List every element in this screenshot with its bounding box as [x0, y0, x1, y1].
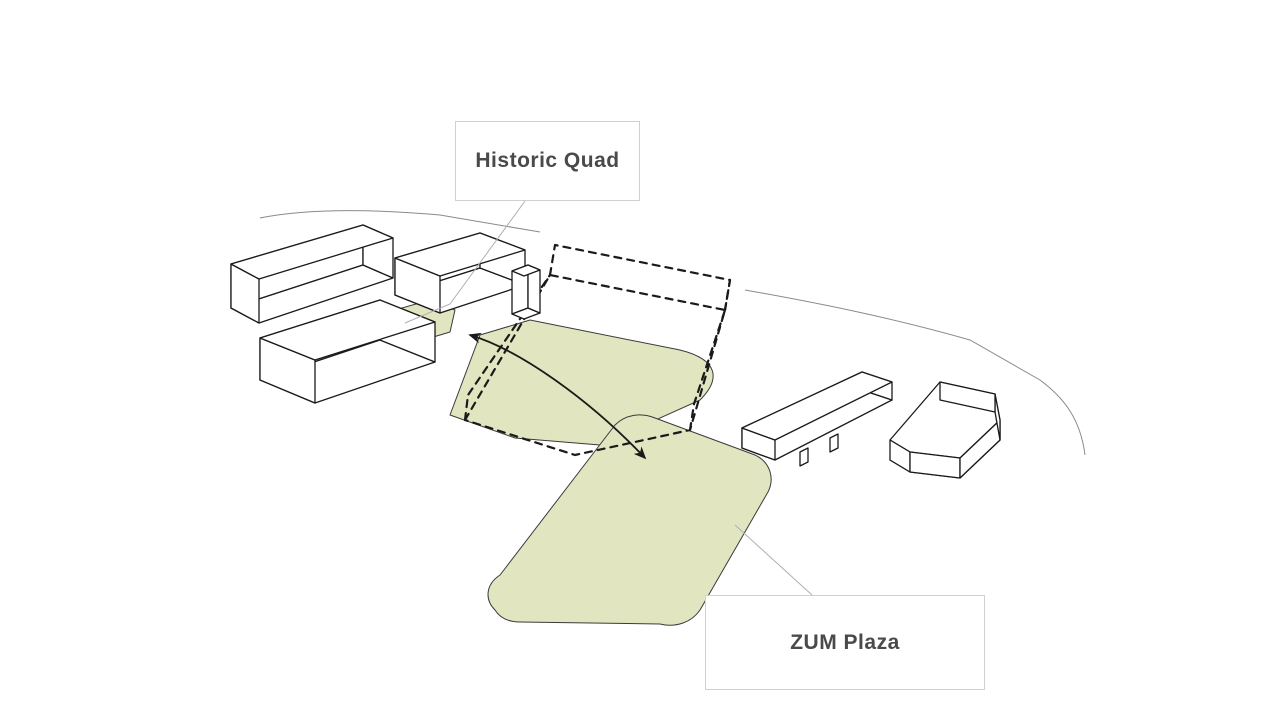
bldg-center-rear: [395, 233, 525, 313]
historic-quad-label: Historic Quad: [475, 149, 619, 173]
historic-quad-callout: Historic Quad: [455, 121, 640, 201]
bldg-center-small: [512, 265, 540, 319]
zum-plaza-label: ZUM Plaza: [790, 631, 900, 655]
zum-plaza-green: [488, 415, 771, 625]
bldg-right-long: [742, 372, 892, 466]
diagram-stage: Historic Quad ZUM Plaza: [0, 0, 1280, 720]
zum-plaza-callout: ZUM Plaza: [705, 595, 985, 690]
diagram-svg: [0, 0, 1280, 720]
bldg-far-right: [890, 382, 1000, 478]
bldg-left-front: [260, 300, 435, 403]
